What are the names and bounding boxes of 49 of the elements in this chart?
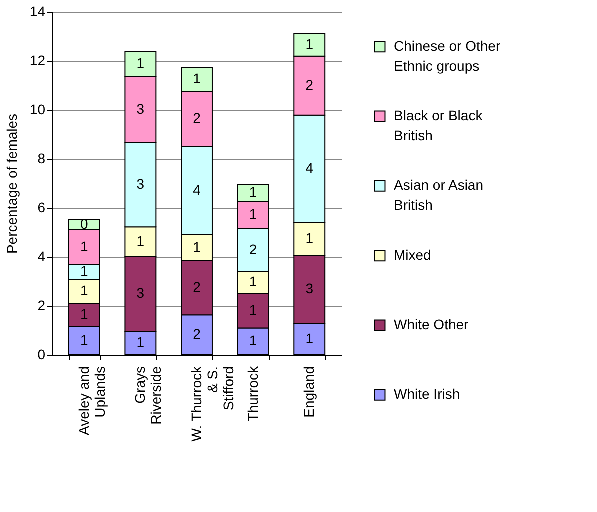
y-tick-label: 12 (30, 52, 46, 68)
legend-label: Mixed (394, 246, 432, 263)
data-label: 2 (193, 278, 202, 295)
data-label: 1 (306, 230, 314, 246)
data-label: 3 (136, 284, 145, 301)
data-label: 4 (306, 160, 314, 176)
data-label: 4 (193, 182, 202, 198)
legend-label: Chinese or Other Ethnic groups (394, 38, 501, 74)
y-tick-label: 6 (38, 200, 46, 216)
y-tick-label: 4 (38, 248, 46, 264)
data-label: 1 (249, 274, 258, 290)
y-tick-label: 8 (38, 150, 46, 166)
data-label: 1 (306, 330, 314, 346)
data-label: 1 (136, 334, 145, 350)
y-tick-label: 0 (38, 346, 46, 362)
y-tick-label: 14 (30, 4, 46, 20)
legend-label: White Irish (394, 386, 460, 402)
data-label: 1 (80, 263, 88, 280)
data-label: 3 (306, 280, 314, 297)
y-tick-label: 10 (30, 102, 46, 118)
x-tick-label: Grays Riverside (132, 366, 164, 425)
data-label: 1 (249, 302, 258, 318)
legend-label: White Other (394, 316, 470, 332)
data-label: 2 (306, 76, 314, 93)
data-label: 1 (249, 184, 258, 200)
legend-label: Asian or Asian British (394, 177, 484, 214)
x-tick-label: W. Thurrock & S. Stifford (188, 366, 236, 442)
data-label: 1 (80, 282, 88, 299)
data-label: 1 (193, 238, 202, 255)
data-label: 2 (193, 326, 202, 342)
data-label: 1 (136, 232, 145, 249)
data-label: 1 (80, 306, 88, 322)
data-label: 2 (249, 241, 258, 258)
y-axis-title: Percentage of females (4, 114, 20, 254)
data-label: 2 (193, 110, 202, 126)
data-label: 1 (80, 332, 88, 348)
data-label: 1 (306, 36, 314, 52)
data-label: 1 (193, 70, 202, 87)
x-tick-label: England (301, 366, 318, 418)
x-tick-label: Aveley and Uplands (76, 366, 108, 436)
data-label: 3 (136, 100, 145, 117)
data-label: 1 (136, 55, 145, 72)
legend-label: Black or Black British (394, 108, 484, 144)
data-label: 3 (136, 176, 145, 192)
data-label: 1 (249, 332, 258, 349)
data-label: 1 (80, 238, 88, 254)
x-tick-label: Thurrock (244, 366, 261, 422)
data-label: 1 (249, 206, 258, 222)
y-tick-label: 2 (38, 298, 46, 314)
